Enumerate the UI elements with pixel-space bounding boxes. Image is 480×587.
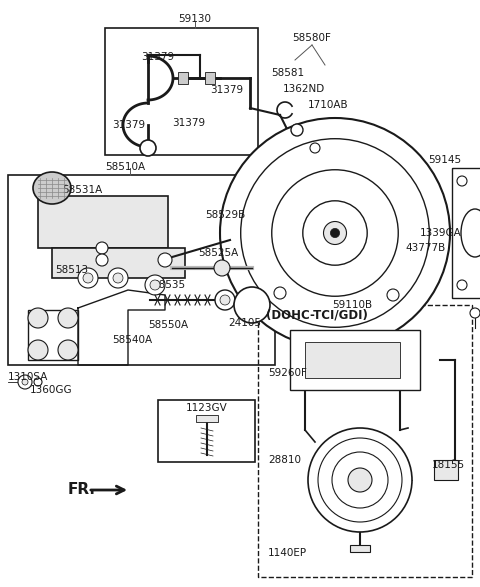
Circle shape xyxy=(58,340,78,360)
Circle shape xyxy=(470,308,480,318)
Bar xyxy=(28,310,78,360)
Circle shape xyxy=(158,253,172,267)
Circle shape xyxy=(220,118,450,348)
Circle shape xyxy=(78,268,98,288)
Circle shape xyxy=(234,287,270,323)
Text: 58525A: 58525A xyxy=(198,248,238,258)
Text: 59260F: 59260F xyxy=(268,368,307,378)
Text: 1310SA: 1310SA xyxy=(8,372,48,382)
Circle shape xyxy=(58,308,78,328)
Bar xyxy=(178,72,188,84)
Text: 59145: 59145 xyxy=(428,155,461,165)
Text: 59130: 59130 xyxy=(179,14,212,24)
Text: 31379: 31379 xyxy=(172,118,205,128)
Bar xyxy=(38,196,168,248)
Bar xyxy=(434,460,458,480)
Circle shape xyxy=(332,452,388,508)
Circle shape xyxy=(272,170,398,296)
Circle shape xyxy=(28,340,48,360)
Text: 58510A: 58510A xyxy=(105,162,145,172)
Circle shape xyxy=(457,176,467,186)
Circle shape xyxy=(113,273,123,283)
Circle shape xyxy=(308,428,412,532)
Circle shape xyxy=(291,124,303,136)
Text: 1123GV: 1123GV xyxy=(186,403,228,413)
Circle shape xyxy=(240,139,429,328)
Circle shape xyxy=(108,268,128,288)
Text: 1360GG: 1360GG xyxy=(30,385,72,395)
Text: FR.: FR. xyxy=(68,482,96,497)
Bar xyxy=(196,415,218,422)
Bar xyxy=(158,400,255,462)
Circle shape xyxy=(274,287,286,299)
Text: 43777B: 43777B xyxy=(405,243,445,253)
Text: 31379: 31379 xyxy=(210,85,243,95)
Text: 58581: 58581 xyxy=(271,68,304,78)
Text: 58529B: 58529B xyxy=(205,210,245,220)
Circle shape xyxy=(96,254,108,266)
Circle shape xyxy=(18,375,32,389)
Circle shape xyxy=(324,221,347,245)
Ellipse shape xyxy=(461,209,480,257)
Circle shape xyxy=(318,438,402,522)
Circle shape xyxy=(214,260,230,276)
Text: 58550A: 58550A xyxy=(148,320,188,330)
Text: 18155: 18155 xyxy=(432,460,465,470)
Text: 58540A: 58540A xyxy=(112,335,152,345)
Bar xyxy=(305,342,400,378)
Circle shape xyxy=(348,468,372,492)
Text: 1362ND: 1362ND xyxy=(283,84,325,94)
Circle shape xyxy=(457,280,467,290)
Bar xyxy=(105,28,258,155)
Bar xyxy=(8,175,275,365)
Text: 58580F: 58580F xyxy=(293,33,331,43)
Circle shape xyxy=(140,140,156,156)
Bar xyxy=(290,330,420,390)
Circle shape xyxy=(145,275,165,295)
Circle shape xyxy=(303,201,367,265)
Bar xyxy=(205,72,215,84)
Text: 1140EP: 1140EP xyxy=(268,548,307,558)
Circle shape xyxy=(34,378,42,386)
Ellipse shape xyxy=(220,295,230,305)
Circle shape xyxy=(387,289,399,301)
Text: 1710AB: 1710AB xyxy=(308,100,348,110)
Circle shape xyxy=(22,379,28,385)
Text: 58531A: 58531A xyxy=(62,185,102,195)
Text: 59110B: 59110B xyxy=(332,300,372,310)
Text: 28810: 28810 xyxy=(268,455,301,465)
Text: 24105: 24105 xyxy=(228,318,261,328)
Bar xyxy=(350,545,370,552)
Text: (DOHC-TCI/GDI): (DOHC-TCI/GDI) xyxy=(266,308,368,321)
Bar xyxy=(52,248,185,278)
Text: 31379: 31379 xyxy=(112,120,145,130)
Bar xyxy=(258,305,472,577)
Ellipse shape xyxy=(215,290,235,310)
Ellipse shape xyxy=(33,172,71,204)
Text: 58535: 58535 xyxy=(152,280,185,290)
Text: 1339GA: 1339GA xyxy=(420,228,462,238)
Circle shape xyxy=(28,308,48,328)
Text: 31379: 31379 xyxy=(142,52,175,62)
Bar xyxy=(452,168,480,298)
Text: 58513: 58513 xyxy=(55,265,88,275)
Circle shape xyxy=(96,242,108,254)
Circle shape xyxy=(310,143,320,153)
Circle shape xyxy=(150,280,160,290)
Circle shape xyxy=(330,228,340,238)
Circle shape xyxy=(83,273,93,283)
